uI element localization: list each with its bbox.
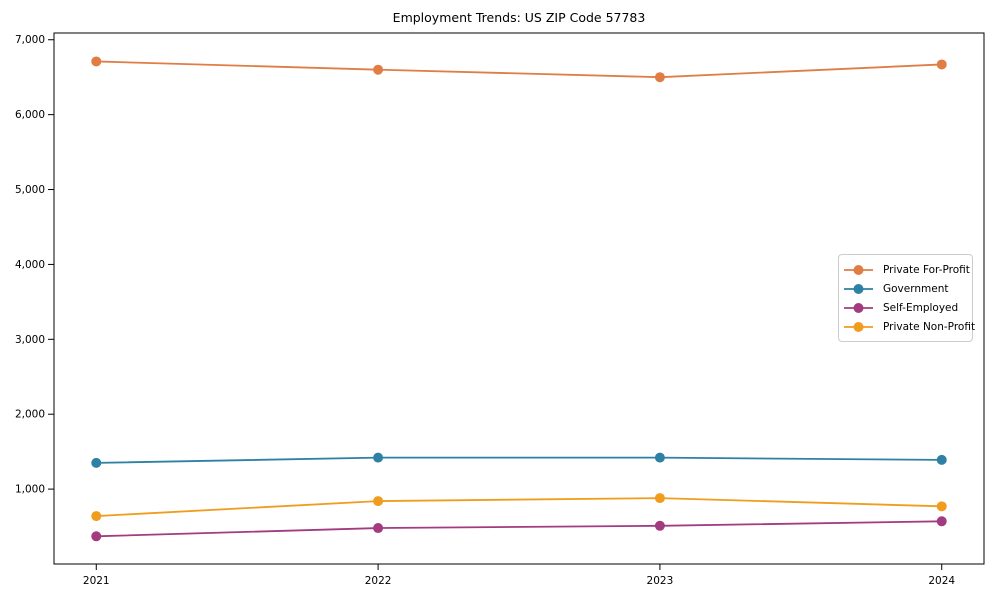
- legend: Private For-Profit Government Self-Employe…: [838, 254, 975, 342]
- series-line: [96, 60, 942, 79]
- series-marker: [373, 496, 384, 507]
- y-tick-label: 1,000: [15, 484, 45, 496]
- legend-item: Government: [843, 279, 964, 298]
- legend-marker-icon: [844, 283, 873, 294]
- legend-item: Private For-Profit: [843, 260, 970, 279]
- series-marker: [654, 493, 665, 504]
- series-marker: [936, 501, 947, 512]
- series-marker: [91, 56, 102, 67]
- x-tick-label: 2022: [365, 575, 392, 587]
- series-marker: [373, 64, 384, 75]
- y-tick-label: 5,000: [15, 184, 45, 196]
- series-marker: [654, 520, 665, 531]
- series-marker: [91, 531, 102, 542]
- legend-marker-icon: [844, 302, 873, 313]
- series-marker: [373, 523, 384, 534]
- y-tick-label: 3,000: [15, 334, 45, 346]
- legend-label: Self-Employed: [883, 301, 959, 314]
- legend-label: Private Non-Profit: [883, 320, 976, 333]
- legend-item: Private Non-Profit: [843, 317, 975, 336]
- y-tick-label: 2,000: [15, 409, 45, 421]
- chart-title: Employment Trends: US ZIP Code 57783: [392, 10, 646, 25]
- legend-label: Government: [883, 282, 949, 295]
- legend-marker-icon: [844, 264, 873, 275]
- series-marker: [373, 452, 384, 463]
- series-line: [96, 520, 942, 538]
- x-tick-label: 2023: [647, 575, 674, 587]
- series-marker: [654, 452, 665, 463]
- legend-marker-icon: [844, 321, 873, 332]
- series-line: [96, 456, 942, 464]
- series-line: [96, 497, 942, 517]
- legend-item: Self-Employed: [843, 298, 964, 317]
- series-marker: [936, 59, 947, 70]
- x-tick-label: 2021: [83, 575, 110, 587]
- legend-label: Private For-Profit: [883, 263, 970, 276]
- y-tick-label: 4,000: [15, 259, 45, 271]
- series-marker: [936, 454, 947, 465]
- plot-frame: [53, 32, 985, 565]
- x-tick-label: 2024: [928, 575, 955, 587]
- series-marker: [936, 516, 947, 527]
- series-marker: [91, 511, 102, 522]
- series-marker: [654, 72, 665, 83]
- series-marker: [91, 457, 102, 468]
- y-tick-label: 6,000: [15, 109, 45, 121]
- y-tick-label: 7,000: [15, 34, 45, 46]
